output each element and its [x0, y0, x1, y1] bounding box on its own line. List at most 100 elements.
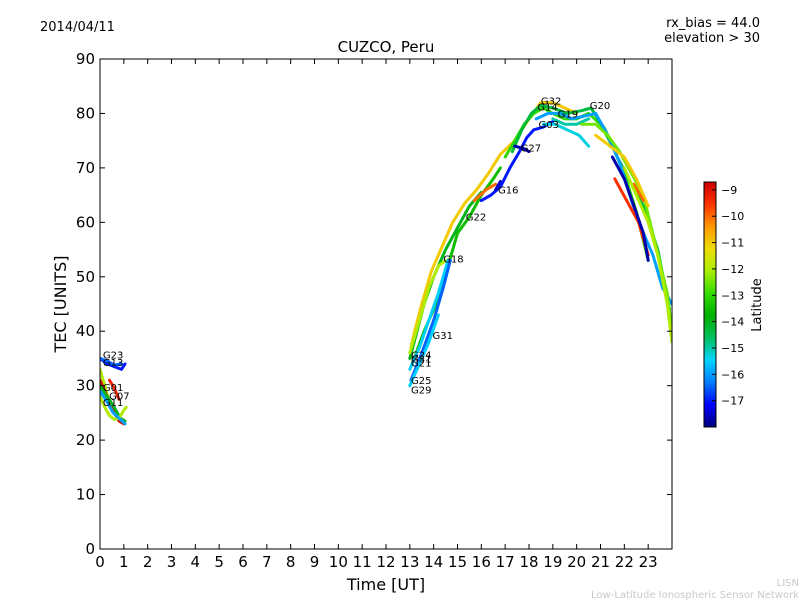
satellite-label: G32	[541, 97, 561, 108]
latitude-colorbar	[703, 181, 717, 428]
x-tick-label: 13	[400, 553, 419, 571]
satellite-label: G19	[558, 109, 578, 120]
satellite-label: G23	[103, 350, 123, 361]
tec-track-12	[408, 258, 450, 371]
x-tick-label: 10	[329, 553, 348, 571]
x-tick-label: 7	[262, 553, 272, 571]
satellite-label: G11	[103, 398, 123, 409]
y-axis-ticks: 0 10 20 30 40 50 60 70 80 90	[76, 50, 672, 558]
tec-track-1	[100, 356, 123, 367]
tec-track-26	[610, 155, 650, 262]
y-tick-label: 10	[76, 486, 95, 504]
rx-bias-label: rx_bias = 44.0	[666, 16, 760, 31]
colorbar-label: Latitude	[750, 278, 765, 332]
org-long-label: Low-Latitude Ionospheric Sensor Network	[591, 590, 799, 600]
plot-area	[100, 59, 672, 549]
tec-track-5	[100, 395, 128, 421]
tec-track-23	[594, 133, 650, 208]
tec-track-27	[622, 166, 672, 344]
x-tick-label: 12	[376, 553, 395, 571]
colorbar-ticks: −9 −10 −11 −12 −13 −14 −15 −16 −17	[712, 184, 744, 408]
tec-track-21	[551, 117, 591, 126]
tec-track-20	[541, 122, 591, 148]
y-tick-label: 70	[76, 159, 95, 177]
x-tick-label: 23	[639, 553, 658, 571]
y-tick-label: 30	[76, 377, 95, 395]
colorbar-tick-label: −16	[721, 368, 744, 381]
satellite-label: G22	[466, 213, 486, 224]
x-tick-label: 16	[472, 553, 491, 571]
colorbar-tick-label: −15	[721, 342, 744, 355]
satellite-label: G25	[411, 376, 431, 387]
satellite-label: G27	[521, 144, 541, 155]
satellite-label: G14	[537, 103, 557, 114]
x-axis-label: Time [UT]	[346, 575, 425, 594]
tec-track-29	[494, 180, 502, 192]
colorbar-gradient	[703, 181, 717, 428]
tec-track-15	[472, 182, 498, 203]
tec-track-13	[409, 258, 452, 382]
tec-track-0	[100, 356, 127, 371]
date-label: 2014/04/11	[40, 20, 115, 35]
org-short-label: LISN	[777, 578, 799, 589]
x-tick-label: 5	[214, 553, 224, 571]
x-tick-label: 15	[448, 553, 467, 571]
satellite-label: G18	[443, 255, 463, 266]
satellite-label: G03	[539, 120, 559, 131]
x-tick-label: 11	[353, 553, 372, 571]
colorbar-tick-label: −14	[721, 316, 744, 329]
x-tick-label: 21	[591, 553, 610, 571]
colorbar-tick-label: −11	[721, 237, 744, 250]
y-tick-label: 40	[76, 322, 95, 340]
y-tick-label: 60	[76, 213, 95, 231]
tec-track-7	[108, 378, 121, 401]
y-tick-label: 90	[76, 50, 95, 68]
x-tick-label: 1	[119, 553, 129, 571]
x-tick-label: 0	[95, 553, 105, 571]
satellite-label: G31	[411, 354, 431, 365]
tec-track-6	[100, 389, 127, 426]
tec-track-28	[513, 144, 531, 154]
x-tick-label: 4	[191, 553, 201, 571]
chart-title: CUZCO, Peru	[338, 38, 435, 56]
colorbar-tick-label: −10	[721, 210, 744, 223]
tec-track-18	[510, 103, 672, 311]
x-tick-label: 9	[310, 553, 320, 571]
y-tick-label: 50	[76, 268, 95, 286]
x-tick-label: 17	[496, 553, 515, 571]
y-tick-label: 0	[85, 540, 95, 558]
x-tick-label: 6	[238, 553, 248, 571]
satellite-label: G13	[103, 358, 123, 369]
x-tick-label: 3	[167, 553, 177, 571]
y-axis-label: TEC [UNITS]	[51, 256, 70, 354]
tec-track-8	[409, 101, 579, 350]
tec-tracks	[100, 101, 672, 426]
satellite-label: G31	[433, 331, 453, 342]
x-tick-label: 8	[286, 553, 296, 571]
x-tick-label: 19	[543, 553, 562, 571]
satellite-label: G07	[109, 391, 129, 402]
colorbar-tick-label: −12	[721, 263, 744, 276]
x-tick-label: 2	[143, 553, 153, 571]
colorbar-tick-label: −9	[721, 184, 737, 197]
x-tick-label: 20	[567, 553, 586, 571]
x-tick-label: 14	[424, 553, 443, 571]
satellite-label: G29	[411, 385, 431, 396]
tec-track-10	[408, 258, 448, 355]
x-axis-ticks: 0 1 2 3 4 5 6 7 8 9 10 11 12 13 14 15 16 17 18 19 20 21 22 23	[95, 59, 658, 571]
satellite-label: G21	[411, 359, 431, 370]
y-tick-label: 80	[76, 104, 95, 122]
x-tick-label: 22	[615, 553, 634, 571]
satellite-labels: G23G13G01G07G11G24G21G31G25G29G31G18G22G…	[103, 97, 610, 409]
tec-track-16	[479, 120, 555, 203]
x-tick-label: 18	[519, 553, 538, 571]
colorbar-tick-label: −13	[721, 289, 744, 302]
elevation-label: elevation > 30	[664, 31, 760, 46]
satellite-label: G16	[498, 186, 518, 197]
satellite-label: G24	[411, 350, 431, 361]
satellite-label: G20	[590, 101, 610, 112]
tec-track-25	[632, 182, 645, 203]
satellite-label: G01	[103, 383, 123, 394]
colorbar-tick-label: −17	[721, 395, 744, 408]
